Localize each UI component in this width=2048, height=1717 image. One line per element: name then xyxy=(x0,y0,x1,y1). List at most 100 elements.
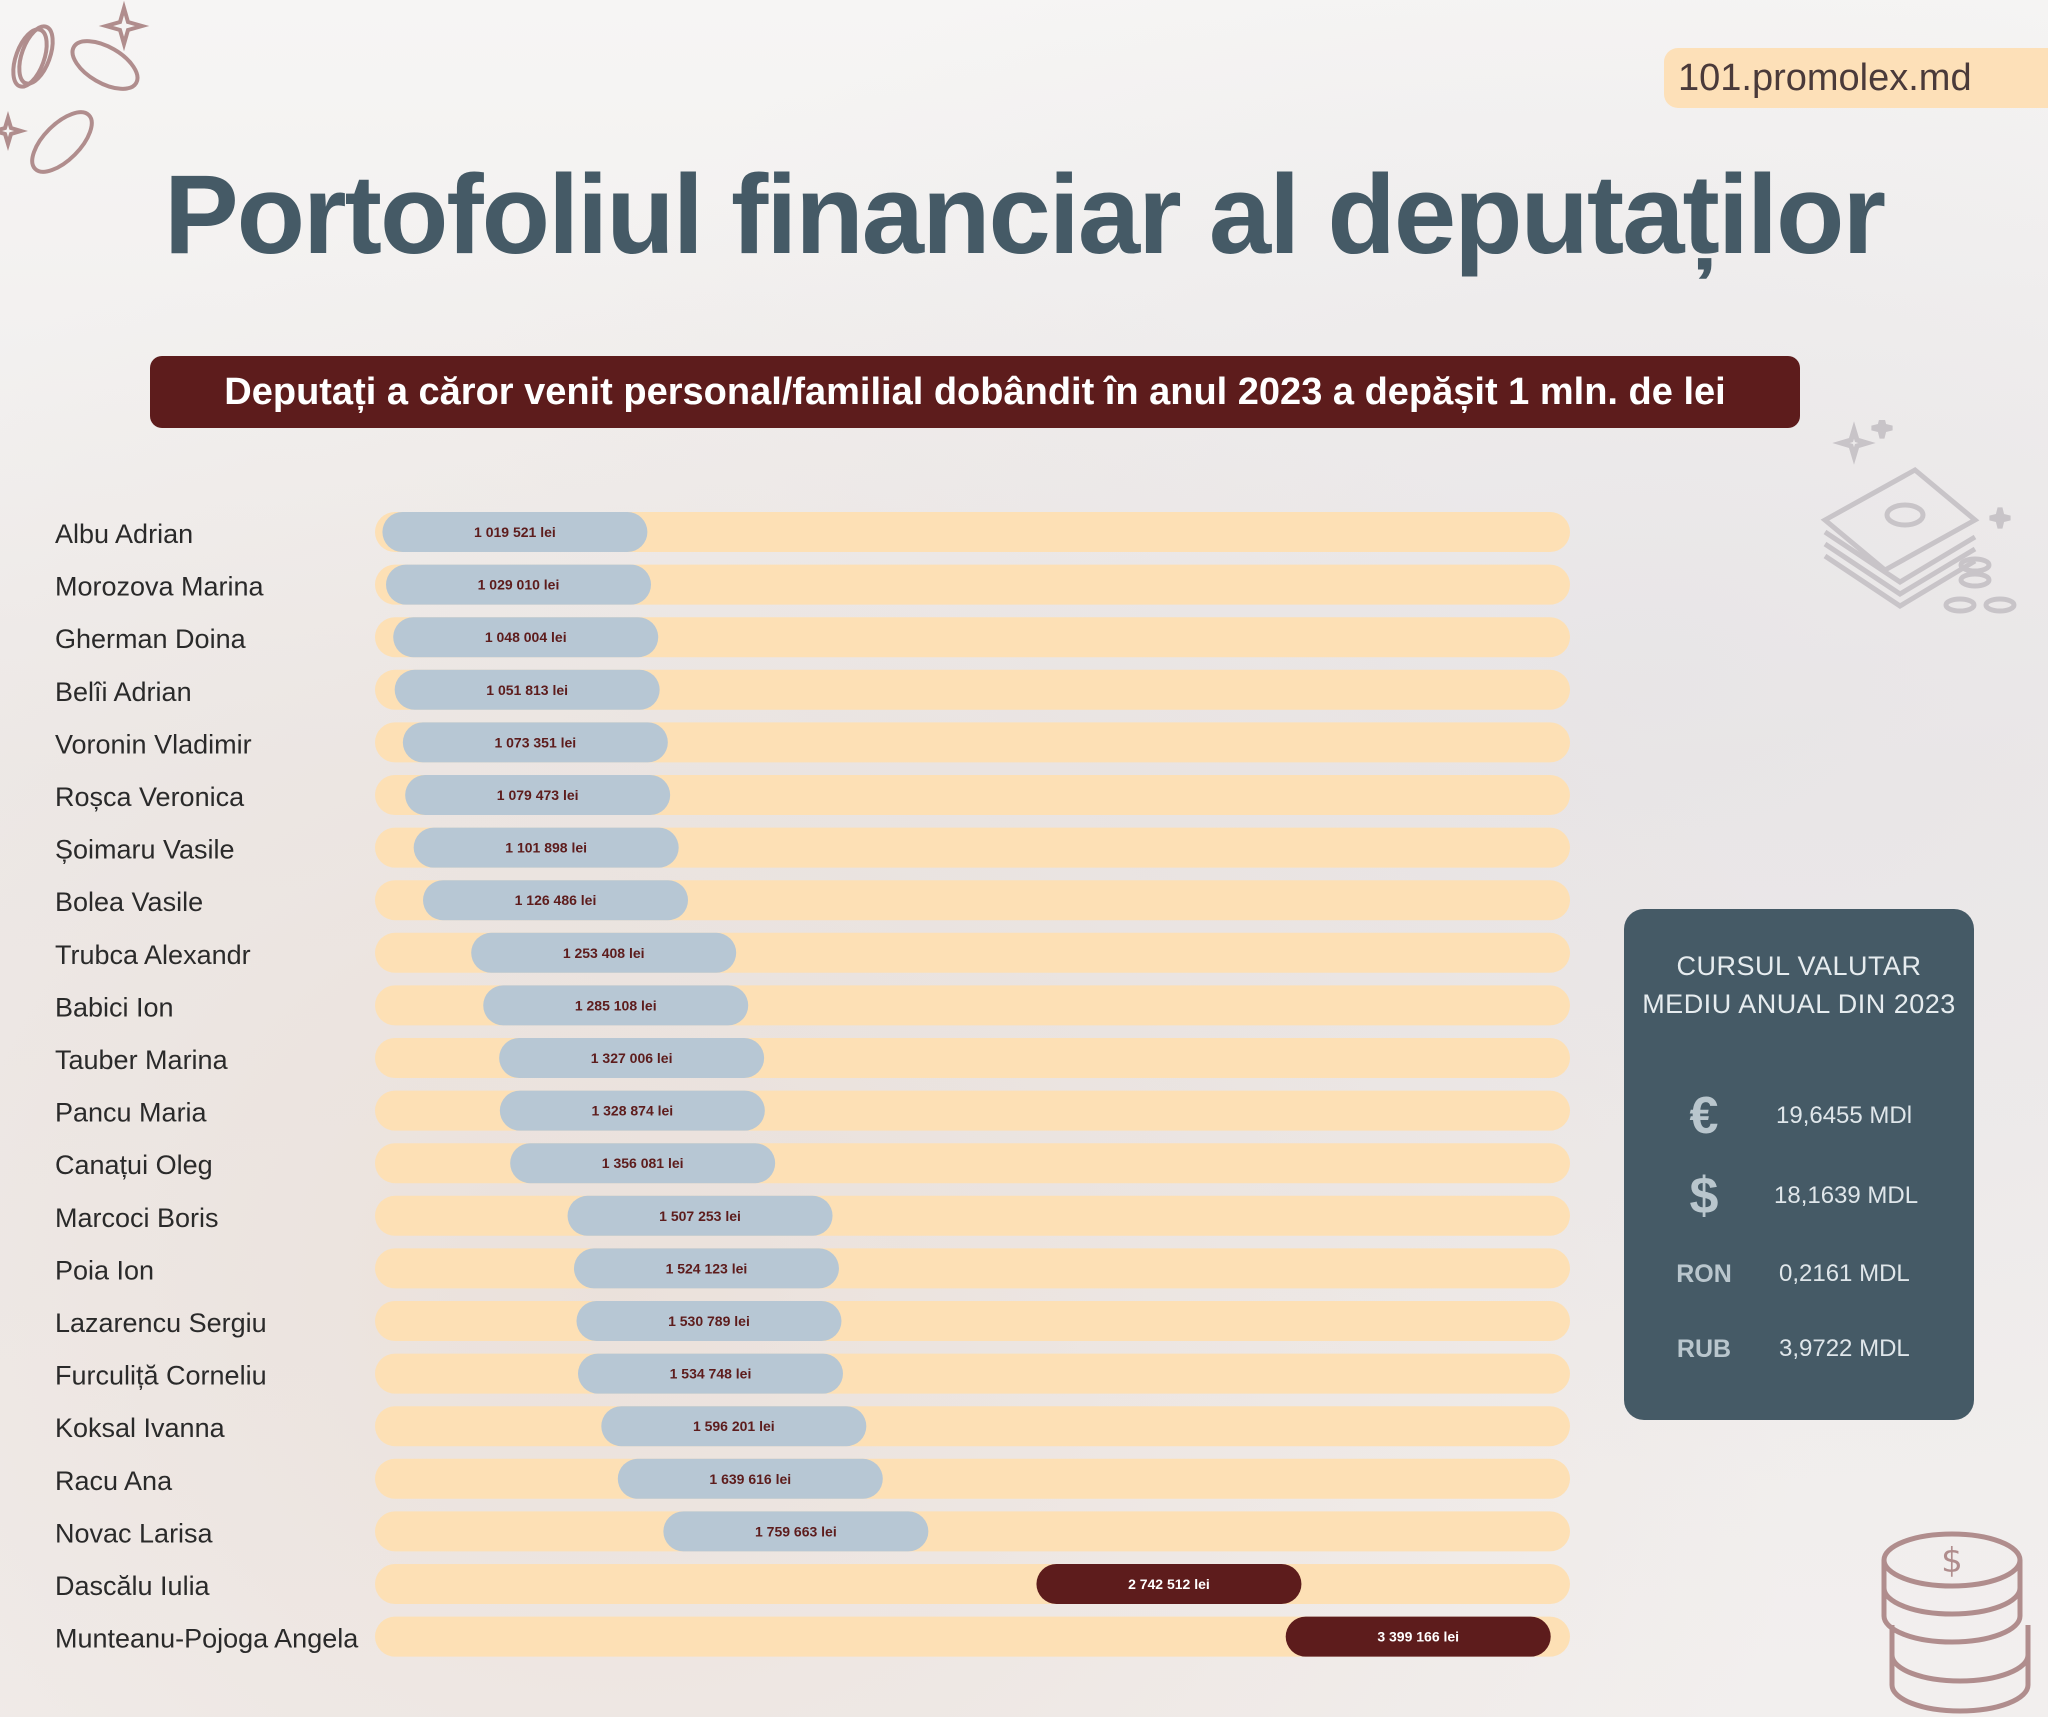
rate-row-usd: $ 18,1639 MDL xyxy=(1624,1166,1974,1226)
bar-track xyxy=(375,669,1570,710)
income-value-label: 1 079 473 lei xyxy=(497,787,579,803)
deputy-name-label: Voronin Vladimir xyxy=(55,729,252,759)
deputy-name-label: Lazarencu Sergiu xyxy=(55,1308,267,1338)
income-bar xyxy=(394,669,660,710)
rate-value-usd: 18,1639 MDL xyxy=(1774,1182,1919,1209)
dollar-coins-icon: $ xyxy=(1881,1531,2031,1714)
rate-row-ron: RON 0,2161 MDL xyxy=(1624,1244,1974,1304)
income-value-label: 1 073 351 lei xyxy=(494,734,576,750)
bar-track xyxy=(375,1195,1570,1236)
bar-track xyxy=(375,1564,1570,1604)
income-value-label: 1 051 813 lei xyxy=(486,682,568,698)
income-value-label: 1 029 010 lei xyxy=(478,577,560,593)
bar-track xyxy=(375,1406,1570,1447)
bar-track xyxy=(375,1511,1570,1552)
income-bar xyxy=(499,1090,765,1131)
bar-track xyxy=(375,1301,1570,1341)
bar-track xyxy=(375,1353,1570,1394)
income-bar xyxy=(617,1458,883,1499)
deputy-name-label: Pancu Maria xyxy=(55,1098,208,1128)
bar-track xyxy=(375,512,1570,552)
deputy-name-label: Koksal Ivanna xyxy=(55,1413,226,1443)
exchange-rates-title: CURSUL VALUTAR MEDIU ANUAL DIN 2023 xyxy=(1624,947,1974,1023)
deputy-name-label: Trubca Alexandr xyxy=(55,940,251,970)
income-value-label: 1 596 201 lei xyxy=(693,1418,775,1434)
deputy-name-label: Canațui Oleg xyxy=(55,1150,213,1180)
income-value-label: 1 534 748 lei xyxy=(670,1366,752,1382)
deputy-name-label: Dascălu Iulia xyxy=(55,1571,211,1601)
income-bar xyxy=(402,722,668,763)
rate-row-eur: € 19,6455 MDl xyxy=(1624,1086,1974,1146)
income-value-label: 2 742 512 lei xyxy=(1128,1576,1210,1592)
income-bar xyxy=(382,512,648,552)
income-bar xyxy=(1285,1616,1551,1657)
income-bar xyxy=(386,564,652,605)
income-value-label: 1 101 898 lei xyxy=(505,840,587,856)
income-value-label: 1 285 108 lei xyxy=(575,997,657,1013)
income-bar-chart: Albu Adrian 1 019 521 lei Morozova Marina 1… xyxy=(55,512,1570,1657)
deputy-name-label: Poia Ion xyxy=(55,1255,154,1285)
income-value-label: 1 356 081 lei xyxy=(602,1155,684,1171)
bar-track xyxy=(375,775,1570,815)
income-bar xyxy=(499,1038,765,1078)
income-bar xyxy=(567,1195,833,1236)
deputy-name-label: Racu Ana xyxy=(55,1466,173,1496)
bar-track xyxy=(375,1616,1570,1657)
money-stack-icon xyxy=(1820,420,2017,614)
income-bar xyxy=(471,932,737,973)
rate-value-eur: 19,6455 MDl xyxy=(1776,1102,1913,1129)
bar-track xyxy=(375,1458,1570,1499)
deputy-name-label: Șoimaru Vasile xyxy=(55,835,235,865)
income-value-label: 1 639 616 lei xyxy=(709,1471,791,1487)
exchange-rates-title-line2: MEDIU ANUAL DIN 2023 xyxy=(1642,989,1956,1019)
deputy-name-label: Novac Larisa xyxy=(55,1518,214,1548)
income-value-label: 1 019 521 lei xyxy=(474,524,556,540)
income-value-label: 1 530 789 lei xyxy=(668,1313,750,1329)
income-value-label: 1 328 874 lei xyxy=(591,1103,673,1119)
income-bar xyxy=(577,1353,843,1394)
rate-value-ron: 0,2161 MDL xyxy=(1779,1260,1910,1287)
deputy-name-label: Munteanu-Pojoga Angela xyxy=(55,1624,359,1654)
deputy-name-label: Roșca Veronica xyxy=(55,782,245,812)
income-bar xyxy=(393,617,659,658)
deputy-name-label: Tauber Marina xyxy=(55,1045,229,1075)
income-bar xyxy=(663,1511,929,1552)
income-value-label: 3 399 166 lei xyxy=(1377,1629,1459,1645)
page-title: Portofoliul financiar al deputaților xyxy=(163,152,1886,277)
income-bar xyxy=(573,1248,839,1289)
income-value-label: 1 253 408 lei xyxy=(563,945,645,961)
site-url-badge[interactable]: 101.promolex.md xyxy=(1664,48,2048,108)
dollar-icon: $ xyxy=(1689,1167,1719,1225)
income-bar xyxy=(601,1406,867,1447)
deputy-name-label: Gherman Doina xyxy=(55,624,247,654)
deputy-name-label: Albu Adrian xyxy=(55,519,193,549)
euro-icon: € xyxy=(1689,1087,1719,1145)
income-value-label: 1 126 486 lei xyxy=(515,892,597,908)
income-value-label: 1 327 006 lei xyxy=(591,1050,673,1066)
exchange-rates-panel: CURSUL VALUTAR MEDIU ANUAL DIN 2023 € 19… xyxy=(1624,909,1974,1420)
income-value-label: 1 759 663 lei xyxy=(755,1523,837,1539)
deputy-name-label: Marcoci Boris xyxy=(55,1203,219,1233)
income-value-label: 1 524 123 lei xyxy=(666,1260,748,1276)
income-bar xyxy=(413,827,679,868)
rate-row-rub: RUB 3,9722 MDL xyxy=(1624,1319,1974,1379)
deputy-name-label: Belîi Adrian xyxy=(55,677,192,707)
svg-text:$: $ xyxy=(1941,1541,1963,1581)
income-value-label: 1 048 004 lei xyxy=(485,629,567,645)
exchange-rates-title-line1: CURSUL VALUTAR xyxy=(1676,951,1922,981)
bar-track xyxy=(375,617,1570,658)
income-bar xyxy=(423,880,689,921)
income-value-label: 1 507 253 lei xyxy=(659,1208,741,1224)
income-bar xyxy=(483,985,749,1026)
income-bar xyxy=(1036,1564,1302,1604)
bar-track xyxy=(375,722,1570,763)
income-bar xyxy=(405,775,671,815)
coins-icon xyxy=(0,0,150,174)
income-bar xyxy=(576,1301,842,1341)
bar-track xyxy=(375,564,1570,605)
rate-value-rub: 3,9722 MDL xyxy=(1779,1335,1910,1362)
rub-label: RUB xyxy=(1676,1335,1732,1363)
income-bar xyxy=(510,1143,776,1184)
deputy-name-label: Furculiță Corneliu xyxy=(55,1361,267,1391)
bar-track xyxy=(375,1248,1570,1289)
